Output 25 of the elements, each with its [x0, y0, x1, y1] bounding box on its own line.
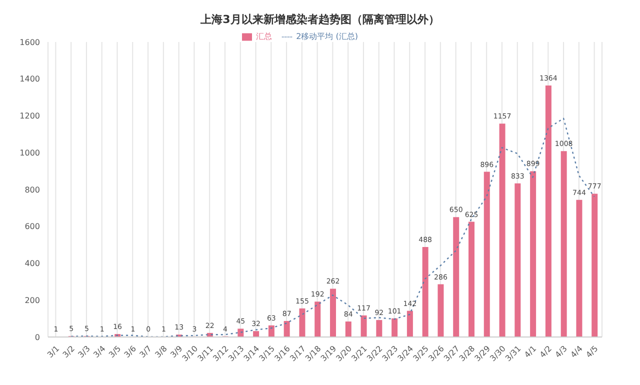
y-tick-label: 600 [24, 222, 40, 232]
x-tick-label: 3/2 [61, 344, 77, 360]
x-tick-label: 4/5 [584, 344, 600, 360]
x-tick-label: 3/4 [92, 344, 108, 360]
y-tick-label: 400 [24, 259, 40, 268]
x-tick-label: 3/7 [138, 344, 154, 360]
y-tick-label: 1200 [20, 112, 40, 121]
x-tick-label: 4/3 [553, 344, 569, 360]
y-tick-label: 200 [24, 296, 40, 305]
legend-label: 汇总 [256, 32, 272, 41]
x-tick-label: 3/5 [107, 344, 123, 360]
y-tick-label: 1000 [20, 148, 40, 158]
y-tick-label: 0 [34, 332, 40, 342]
x-tick-label: 4/2 [538, 344, 554, 360]
legend-label: 2移动平均 (汇总) [296, 32, 358, 41]
x-tick-label: 3/3 [76, 344, 92, 360]
x-tick-label: 3/8 [153, 344, 169, 360]
y-tick-label: 1400 [20, 74, 40, 84]
y-tick-label: 1600 [20, 38, 40, 47]
x-tick-label: 4/4 [568, 344, 584, 360]
x-tick-label: 3/6 [122, 344, 138, 360]
chart-title: 上海3月以来新增感染者趋势图（隔离管理以外） [200, 12, 440, 27]
x-tick-label: 3/1 [46, 344, 62, 360]
y-tick-label: 800 [24, 185, 40, 194]
x-tick-label: 4/1 [522, 344, 538, 360]
